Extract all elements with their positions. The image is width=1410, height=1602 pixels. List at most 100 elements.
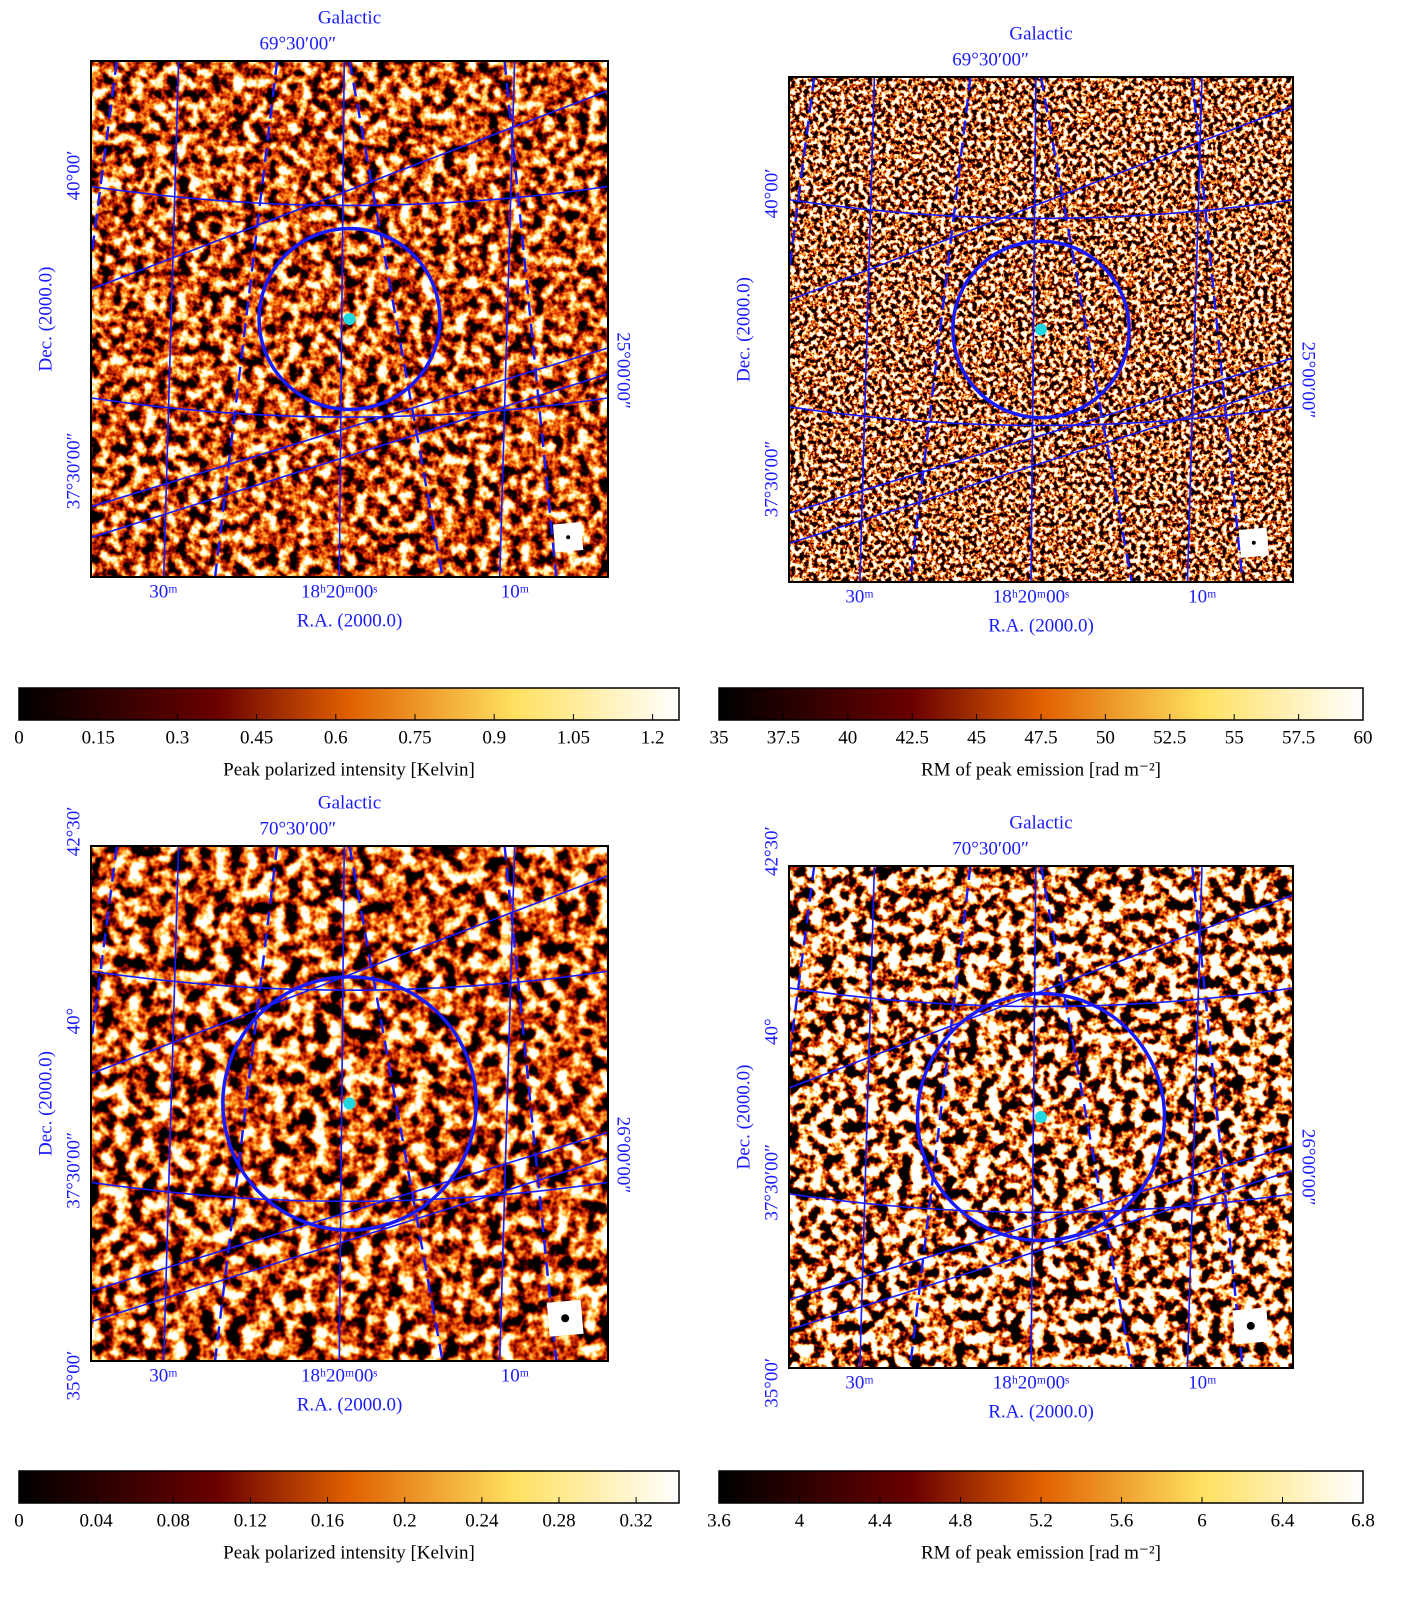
colorbar-label: Peak polarized intensity [Kelvin] bbox=[223, 759, 475, 780]
lat-line bbox=[789, 357, 1293, 515]
colorbar-tick-label: 4.4 bbox=[868, 1510, 892, 1531]
colorbar-tick-label: 0.16 bbox=[311, 1510, 344, 1531]
x-axis-label: R.A. (2000.0) bbox=[988, 615, 1094, 636]
colorbar-tick-label: 0.15 bbox=[82, 727, 115, 748]
lat-line bbox=[789, 105, 1293, 302]
map-frame bbox=[90, 845, 609, 1362]
x-axis-label: R.A. (2000.0) bbox=[297, 610, 403, 631]
colorbar-tick-label: 42.5 bbox=[896, 727, 929, 748]
center-marker bbox=[1035, 1111, 1047, 1123]
lon-line bbox=[1039, 77, 1133, 582]
ra-tick-label: 10ᵐ bbox=[501, 1365, 529, 1386]
colorbar-tick-label: 4.8 bbox=[949, 1510, 973, 1531]
colorbar-tick-label: 4 bbox=[795, 1510, 805, 1531]
y-axis-label: Dec. (2000.0) bbox=[35, 1051, 56, 1156]
colorbar-tick-label: 40 bbox=[838, 727, 857, 748]
lon-line bbox=[908, 866, 972, 1368]
latitude-label: 26°00′00″ bbox=[613, 1117, 634, 1194]
colorbar: 3.6 4 4.4 4.8 5.2 5.6 6 6.4 6.8 RM of peak emissi… bbox=[707, 1470, 1375, 1563]
ra-line bbox=[1030, 866, 1037, 1368]
ra-tick-label: 10ᵐ bbox=[1188, 586, 1216, 607]
ra-line bbox=[859, 866, 876, 1368]
colorbar-tick-label: 0.12 bbox=[234, 1510, 267, 1531]
dec-line bbox=[789, 1192, 1293, 1214]
longitude-label: 70°30′00″ bbox=[952, 838, 1029, 859]
colorbar-tick-label: 0.9 bbox=[482, 727, 506, 748]
colorbar-label: Peak polarized intensity [Kelvin] bbox=[223, 1542, 475, 1563]
y-axis-label: Dec. (2000.0) bbox=[35, 267, 56, 372]
dec-tick-label: 40° bbox=[761, 1018, 782, 1045]
colorbar-gradient bbox=[18, 1470, 680, 1504]
colorbar-label: RM of peak emission [rad m⁻²] bbox=[921, 759, 1161, 780]
lat-line bbox=[91, 347, 608, 508]
frame-label: Galactic bbox=[318, 792, 381, 813]
longitude-label: 70°30′00″ bbox=[259, 818, 336, 839]
center-marker bbox=[343, 1097, 356, 1110]
ra-tick-label: 18ʰ20ᵐ00ˢ bbox=[993, 586, 1069, 607]
dec-tick-label: 37°30′00″ bbox=[63, 1132, 84, 1209]
lat-line bbox=[91, 1157, 608, 1323]
ra-tick-label: 30ᵐ bbox=[845, 1372, 873, 1393]
ra-line bbox=[162, 61, 180, 577]
center-marker bbox=[1035, 323, 1047, 336]
ra-line bbox=[338, 846, 346, 1361]
dec-tick-label: 35°00′ bbox=[63, 1351, 84, 1401]
colorbar: 0 0.15 0.3 0.45 0.6 0.75 0.9 1.05 1.2 Peak polari… bbox=[14, 687, 680, 780]
colorbar-tick-label: 37.5 bbox=[767, 727, 800, 748]
y-axis-label: Dec. (2000.0) bbox=[733, 1065, 754, 1170]
panel: Galactic 70°30′00″ 26°00′00″ 42°30′ 40° 37°30… bbox=[35, 792, 633, 1415]
lat-line bbox=[91, 89, 608, 291]
region-circle bbox=[257, 226, 442, 412]
lon-line bbox=[1191, 77, 1244, 582]
colorbar-tick-label: 55 bbox=[1225, 727, 1244, 748]
dec-line bbox=[91, 397, 608, 418]
center-marker bbox=[343, 313, 356, 325]
lat-line bbox=[91, 874, 608, 1075]
colorbar-tick-label: 1.05 bbox=[557, 727, 590, 748]
region-circle bbox=[915, 991, 1167, 1243]
x-axis-label: R.A. (2000.0) bbox=[297, 1394, 403, 1415]
lat-line bbox=[789, 1169, 1293, 1331]
ra-tick-label: 30ᵐ bbox=[845, 586, 873, 607]
colorbar-tick-label: 0.6 bbox=[324, 727, 348, 748]
colorbar-tick-label: 6.4 bbox=[1271, 1510, 1295, 1531]
colorbar-tick-label: 35 bbox=[710, 727, 729, 748]
colorbar: 35 37.5 40 42.5 45 47.5 50 52.5 55 57.5 60 RM of pe… bbox=[710, 687, 1373, 780]
beam bbox=[561, 1314, 570, 1323]
dec-tick-label: 42°30′ bbox=[63, 807, 84, 857]
dec-line bbox=[789, 405, 1293, 427]
ra-tick-label: 30ᵐ bbox=[149, 1365, 177, 1386]
colorbar-tick-label: 0.08 bbox=[157, 1510, 190, 1531]
ra-line bbox=[338, 61, 346, 577]
lat-line bbox=[789, 382, 1293, 545]
ra-tick-label: 10ᵐ bbox=[501, 581, 529, 602]
panel: Galactic 69°30′00″ 25°00′00″ 40°00′ 37°30′00… bbox=[733, 23, 1318, 636]
ra-line bbox=[1030, 77, 1037, 582]
dec-line bbox=[789, 198, 1293, 220]
lon-line bbox=[1039, 866, 1133, 1368]
dec-line bbox=[91, 970, 608, 991]
coordinate-grid bbox=[91, 61, 608, 577]
colorbar-tick-label: 0 bbox=[14, 1510, 24, 1531]
lat-line bbox=[91, 1131, 608, 1292]
dec-tick-label: 42°30′ bbox=[761, 826, 782, 876]
dec-tick-label: 37°30′00″ bbox=[761, 1144, 782, 1221]
frame-label: Galactic bbox=[318, 7, 381, 28]
lon-line bbox=[908, 77, 972, 582]
colorbar-tick-label: 45 bbox=[967, 727, 986, 748]
coordinate-grid bbox=[789, 866, 1293, 1368]
colorbar-gradient bbox=[18, 687, 680, 721]
colorbar-tick-label: 50 bbox=[1096, 727, 1115, 748]
coordinate-grid bbox=[789, 77, 1293, 582]
colorbar-tick-label: 0.24 bbox=[465, 1510, 499, 1531]
colorbar-tick-label: 0.28 bbox=[542, 1510, 575, 1531]
panel: Galactic 70°30′00″ 26°00′00″ 42°30′ 40° 37°30… bbox=[733, 812, 1318, 1422]
colorbar-tick-label: 0.04 bbox=[80, 1510, 114, 1531]
longitude-label: 69°30′00″ bbox=[952, 49, 1029, 70]
colorbar-label: RM of peak emission [rad m⁻²] bbox=[921, 1542, 1161, 1563]
dec-line bbox=[91, 185, 608, 207]
dec-tick-label: 37°30′00″ bbox=[761, 441, 782, 518]
map-frame bbox=[788, 76, 1294, 583]
y-axis-label: Dec. (2000.0) bbox=[733, 277, 754, 382]
